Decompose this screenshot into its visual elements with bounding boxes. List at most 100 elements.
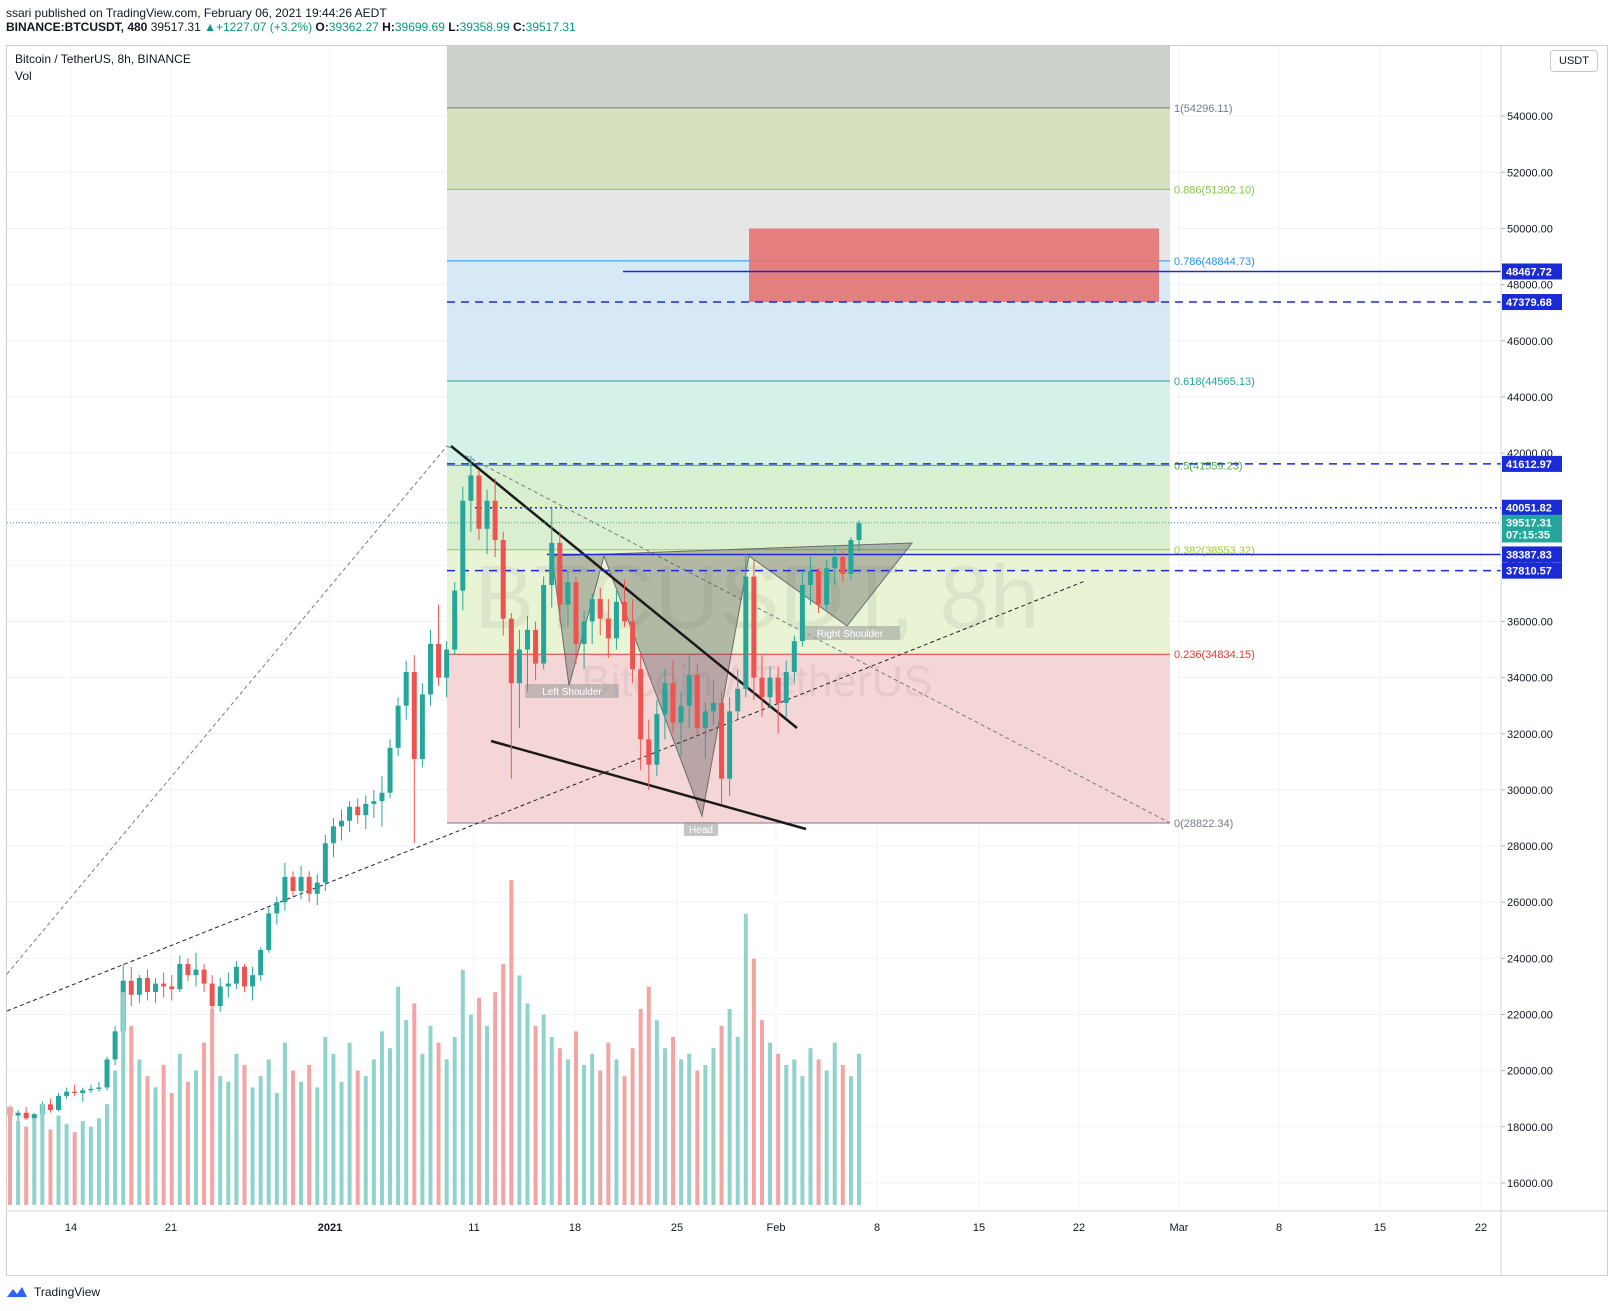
volume-bar [226,1081,231,1205]
time-tick-label: Mar [1170,1222,1189,1234]
volume-bar [436,1042,441,1205]
fib-zone [447,465,1170,550]
fib-label: 0.5(41559.23) [1174,460,1243,472]
wedge-upper [450,445,798,729]
volume-bar [695,1070,700,1205]
volume-bar [574,1031,578,1205]
volume-bar [96,1118,101,1205]
candle-body [403,672,409,706]
candle-body [468,475,474,501]
price-badge-label: 48467.72 [1506,266,1552,278]
candle-body [807,570,813,585]
candle-body [209,983,215,1007]
price-badge-bg [1502,546,1562,563]
volume-bar [800,1076,805,1205]
volume-bar [614,1059,619,1205]
volume-bar [266,1059,271,1205]
price-badge: 48467.72 [1502,263,1562,280]
volume-bar [363,1076,368,1205]
volume-bar [105,1104,110,1205]
candle-body [743,576,749,689]
volume-bar [476,997,481,1205]
candle-body [492,500,498,541]
volume-bar [557,1048,562,1205]
candle-body [767,677,773,698]
time-tick-label: 8 [1276,1222,1282,1234]
pattern-label: Right Shoulder [817,629,884,640]
volume-bar [509,880,514,1205]
candle-body [217,986,223,1007]
volume-bar [388,1048,393,1205]
volume-bar [315,1087,320,1205]
volume-bar [638,1009,643,1205]
candle-body [759,677,765,698]
volume-bar [719,1025,724,1205]
price-badge-bg [1502,294,1562,311]
candle-body [136,978,142,995]
volume-bar [161,1065,166,1205]
candle-body [581,621,587,644]
volume-bar [857,1053,861,1205]
candle-body [201,969,207,984]
candle-body [395,705,401,748]
volume-bar [64,1123,69,1205]
candle-body [670,683,676,723]
candle-body [710,702,716,712]
volume-bar [371,1059,376,1205]
volume-bar [832,1042,837,1205]
candle-body [727,711,733,779]
candle-body [444,649,450,678]
price-badge-label: 41612.97 [1506,459,1552,471]
low-label: L: [448,20,460,34]
fib-label: 0.886(51392.10) [1174,184,1255,196]
candle-body [371,801,377,804]
chart-legend: Bitcoin / TetherUS, 8h, BINANCE Vol [15,52,191,83]
volume-bar [210,1009,215,1205]
candle-body [589,599,595,622]
high-label: H: [382,20,395,34]
price-tick-label: 20000.00 [1507,1066,1553,1078]
candle-body [557,542,563,605]
volume-bar [177,1053,182,1205]
pattern-label-bg [683,822,719,836]
volume-bar [630,1048,635,1205]
volume-bar [679,1059,684,1205]
fib-zone [447,107,1170,190]
currency-button[interactable]: USDT [1550,50,1598,72]
candle-body [848,540,854,574]
candle-body [15,1112,21,1116]
open-value: 39362.27 [328,20,379,34]
candle-body [241,966,247,987]
candle-body [775,677,781,703]
candle-body [363,803,369,816]
volume-bar [274,1093,279,1205]
volume-bar [299,1081,304,1205]
fib-zone [447,654,1170,823]
candle-body [387,747,393,793]
chart-frame[interactable]: BTCUSDT, 8h Bitcoin / TetherUS 1(54296.11)… [6,45,1608,1276]
candle-body [622,601,628,622]
volume-bar [193,1070,198,1205]
candle-body [80,1090,86,1094]
time-tick-label: Feb [767,1222,786,1234]
candle-body [185,963,191,976]
volume-bar [234,1053,239,1205]
candle-body [72,1091,78,1094]
legend-vol: Vol [15,69,32,83]
time-tick-label: 15 [973,1222,985,1234]
last-price: 39517.31 [150,20,201,34]
price-tick-label: 24000.00 [1507,953,1553,965]
footer-brand: TradingView [34,1285,101,1299]
fib-label: 0(28822.34) [1174,818,1233,830]
volume-bar [56,1115,61,1205]
volume-bar [743,913,748,1205]
candle-body [824,568,830,605]
time-tick-label: 18 [569,1222,581,1234]
pattern-label-bg [799,626,901,640]
trend-line-rise [7,445,448,975]
candle-body [233,966,239,984]
time-tick-label: 25 [671,1222,683,1234]
volume-bar [824,1070,829,1205]
volume-bar [517,975,522,1205]
